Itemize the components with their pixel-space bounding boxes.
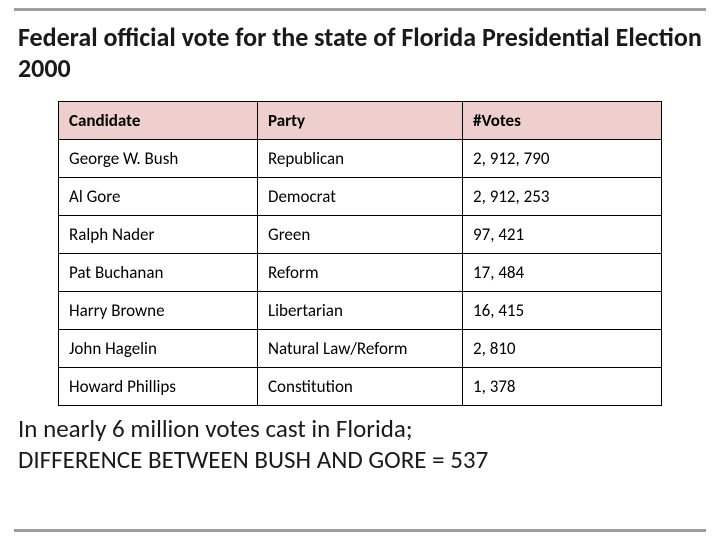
table-body: George W. BushRepublican2, 912, 790Al Go… [59, 140, 662, 406]
cell-votes: 17, 484 [463, 254, 662, 292]
col-header-candidate: Candidate [59, 102, 258, 140]
page-title: Federal official vote for the state of F… [14, 22, 706, 83]
footer-summary: In nearly 6 million votes cast in Florid… [14, 406, 706, 475]
results-table-container: Candidate Party #Votes George W. BushRep… [14, 101, 706, 406]
cell-candidate: Harry Browne [59, 292, 258, 330]
table-row: Pat BuchananReform17, 484 [59, 254, 662, 292]
cell-candidate: Al Gore [59, 178, 258, 216]
cell-candidate: John Hagelin [59, 330, 258, 368]
cell-party: Constitution [257, 368, 462, 406]
cell-party: Green [257, 216, 462, 254]
footer-line-2: DIFFERENCE BETWEEN BUSH AND GORE = 537 [18, 444, 488, 475]
cell-votes: 2, 810 [463, 330, 662, 368]
footer-line-1: In nearly 6 million votes cast in Florid… [18, 413, 413, 444]
table-row: John HagelinNatural Law/Reform2, 810 [59, 330, 662, 368]
table-row: Al GoreDemocrat2, 912, 253 [59, 178, 662, 216]
cell-party: Natural Law/Reform [257, 330, 462, 368]
table-row: Harry BrowneLibertarian16, 415 [59, 292, 662, 330]
col-header-votes: #Votes [463, 102, 662, 140]
cell-party: Republican [257, 140, 462, 178]
top-horizontal-rule [14, 8, 706, 11]
table-row: Ralph NaderGreen97, 421 [59, 216, 662, 254]
cell-candidate: Pat Buchanan [59, 254, 258, 292]
table-header-row: Candidate Party #Votes [59, 102, 662, 140]
cell-candidate: Ralph Nader [59, 216, 258, 254]
slide-content: Federal official vote for the state of F… [14, 22, 706, 518]
cell-party: Libertarian [257, 292, 462, 330]
table-row: Howard PhillipsConstitution1, 378 [59, 368, 662, 406]
cell-candidate: George W. Bush [59, 140, 258, 178]
cell-votes: 1, 378 [463, 368, 662, 406]
cell-votes: 16, 415 [463, 292, 662, 330]
cell-votes: 2, 912, 790 [463, 140, 662, 178]
results-table: Candidate Party #Votes George W. BushRep… [58, 101, 662, 406]
bottom-horizontal-rule [14, 529, 706, 532]
cell-candidate: Howard Phillips [59, 368, 258, 406]
cell-votes: 2, 912, 253 [463, 178, 662, 216]
cell-votes: 97, 421 [463, 216, 662, 254]
col-header-party: Party [257, 102, 462, 140]
table-row: George W. BushRepublican2, 912, 790 [59, 140, 662, 178]
cell-party: Reform [257, 254, 462, 292]
cell-party: Democrat [257, 178, 462, 216]
